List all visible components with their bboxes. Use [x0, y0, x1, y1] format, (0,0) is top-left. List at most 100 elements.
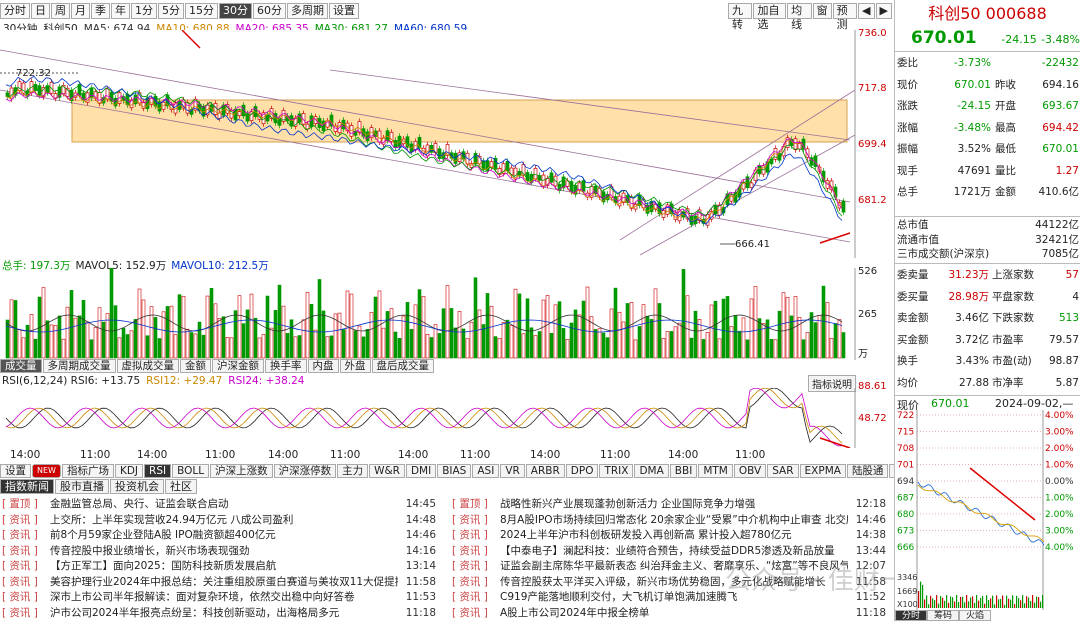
volume-bar — [161, 311, 166, 359]
volume-bar — [277, 284, 282, 359]
indicator-tab[interactable]: RSI — [144, 464, 172, 478]
volume-tab[interactable]: 多周期成交量 — [42, 359, 116, 373]
indicator-tab[interactable]: BOLL — [172, 464, 210, 478]
volume-tab[interactable]: 盘后成交量 — [371, 359, 434, 373]
mini-volume-bar — [972, 596, 974, 608]
rsi-chart[interactable] — [0, 388, 893, 448]
volume-tab[interactable]: 换手率 — [265, 359, 307, 373]
news-item[interactable]: [ 资讯 ] 上交所：上半年实现营收24.94万亿元 八成公司盈利 14:48 — [2, 513, 442, 529]
indicator-tab[interactable]: OBV — [733, 464, 767, 478]
news-tag: [ 资讯 ] — [452, 529, 488, 541]
volume-bar — [505, 319, 510, 359]
news-tab[interactable]: 指数新闻 — [0, 479, 54, 494]
period-tab[interactable]: 多周期 — [287, 3, 328, 19]
volume-tab[interactable]: 内盘 — [307, 359, 339, 373]
mini-tab[interactable]: 分时 — [895, 610, 928, 621]
period-tab[interactable]: 60分 — [253, 3, 286, 19]
news-item[interactable]: [ 资讯 ] A股上市公司2024年中报全榜单 11:18 — [452, 606, 892, 621]
news-item[interactable]: [ 资讯 ] 传音控股获太平洋买入评级，新兴市场优势稳固，多元化战略赋能增长 11:… — [452, 575, 892, 591]
indicator-tab[interactable]: 沪深上涨数 — [210, 464, 273, 478]
news-item[interactable]: [ 资讯 ] C919产能落地顺利交付，大飞机订单饱满加速腾飞 11:52 — [452, 590, 892, 606]
indicator-tab[interactable]: BIAS — [437, 464, 472, 478]
news-item[interactable]: [ 资讯 ] 证监会副主席陈华平最新表态 纠治拜金主义、奢靡享乐、“炫富”等不良风… — [452, 559, 892, 575]
indicator-tab[interactable]: 沪深涨停数 — [273, 464, 337, 478]
news-item[interactable]: [ 资讯 ] 美容护理行业2024年中报总结：关注重组胶原蛋白赛道与美妆双11大促… — [2, 575, 442, 591]
period-tab[interactable]: 年 — [111, 3, 130, 19]
news-item[interactable]: [ 置顶 ] 金融监管总局、央行、证监会联合启动 14:45 — [2, 497, 442, 513]
volume-bar — [417, 289, 422, 359]
toolbar-button[interactable]: 窗 — [812, 3, 832, 19]
news-tag: [ 资讯 ] — [2, 575, 38, 588]
indicator-tab[interactable]: NEW — [32, 464, 61, 478]
period-tab[interactable]: 15分 — [185, 3, 218, 19]
news-tab[interactable]: 社区 — [165, 479, 197, 494]
news-item[interactable]: [ 资讯 ] 沪市公司2024半年报亮点纷呈：科技创新驱动，出海格局多元 11:18 — [2, 606, 442, 621]
period-tab[interactable]: 分时 — [0, 3, 30, 19]
news-item[interactable]: [ 置顶 ] 战略性新兴产业展现蓬勃创新活力 企业国际竞争力增强 12:18 — [452, 497, 892, 513]
volume-bar — [717, 338, 722, 359]
intraday-mini-chart[interactable]: 722 715 708 701 694 687 680 673 666 4.00% 3.00% 2.0… — [895, 410, 1080, 610]
period-tab[interactable]: 日 — [31, 3, 50, 19]
indicator-tab[interactable]: 指标广场 — [61, 464, 114, 478]
news-item[interactable]: [ 资讯 ] 深市上市公司半年报解读：面对复杂环境，依然交出稳中向好答卷 11:53 — [2, 590, 442, 606]
indicator-tab[interactable]: TRIX — [599, 464, 634, 478]
toolbar-button[interactable]: 均线 — [787, 3, 812, 31]
news-time: 13:14 — [405, 560, 436, 572]
scroll-arrow-icon[interactable]: ◀ — [858, 3, 875, 19]
indicator-tab[interactable]: SAR — [767, 464, 799, 478]
news-item[interactable]: [ 资讯 ] 传音控股中报业绩增长，新兴市场表现强劲 14:16 — [2, 544, 442, 560]
period-tab[interactable]: 季 — [91, 3, 110, 19]
indicator-tab[interactable]: DPO — [565, 464, 599, 478]
indicator-tab[interactable]: DMI — [405, 464, 437, 478]
volume-tab[interactable]: 沪深金额 — [212, 359, 264, 373]
volume-bar — [493, 336, 498, 359]
volume-axis-label: 265 — [858, 309, 878, 320]
indicator-tab[interactable]: KDJ — [114, 464, 144, 478]
news-item[interactable]: [ 资讯 ] 【方正军工】面向2025：国防科技新质发展启航 13:14 — [2, 559, 442, 575]
period-tab[interactable]: 月 — [71, 3, 90, 19]
mini-tab[interactable]: 火焰 — [959, 610, 992, 621]
volume-bar — [833, 323, 838, 359]
news-item[interactable]: [ 资讯 ] 【中泰电子】澜起科技：业绩符合预告，持续受益DDR5渗透及新品放量 1… — [452, 544, 892, 560]
indicator-help-button[interactable]: 指标说明 — [808, 375, 856, 392]
period-tab[interactable]: 5分 — [158, 3, 184, 19]
scroll-arrow-icon[interactable]: ▶ — [875, 3, 892, 19]
indicator-tab[interactable]: 主力 — [337, 464, 369, 478]
volume-legend: 总手: 197.3万 MAVOL5: 152.9万 MAVOL10: 212.5万 — [2, 258, 274, 273]
mini-volume-bar — [924, 599, 926, 608]
news-item[interactable]: [ 资讯 ] 2024上半年沪市科创板研发投入再创新高 累计投入超780亿元 14:… — [452, 528, 892, 544]
news-tab[interactable]: 股市直播 — [55, 479, 109, 494]
news-tab[interactable]: 投资机会 — [110, 479, 164, 494]
indicator-tab[interactable]: VR — [500, 464, 525, 478]
volume-tab[interactable]: 金额 — [180, 359, 211, 373]
volume-chart[interactable] — [0, 268, 893, 360]
mini-tab[interactable]: 筹码 — [927, 610, 960, 621]
price-chart[interactable] — [0, 30, 893, 258]
indicator-tab[interactable]: MTM — [698, 464, 733, 478]
indicator-tab[interactable]: ARBR — [525, 464, 565, 478]
period-tab[interactable]: 1分 — [131, 3, 157, 19]
indicator-tab[interactable]: 陆股通 — [846, 464, 889, 478]
mini-volume-bar — [962, 596, 964, 608]
volume-tab[interactable]: 成交量 — [0, 359, 42, 373]
indicator-tab[interactable]: DMA — [634, 464, 669, 478]
indicator-tab[interactable]: EXPMA — [799, 464, 846, 478]
indicator-tab[interactable]: BBI — [669, 464, 698, 478]
indicator-tab[interactable]: 设置 — [0, 464, 31, 478]
volume-bar — [633, 339, 638, 359]
volume-bar — [301, 319, 306, 359]
indicator-tab[interactable]: ASI — [472, 464, 500, 478]
candle — [429, 145, 434, 153]
news-item[interactable]: [ 资讯 ] 前8个月59家企业登陆A股 IPO融资额超400亿元 14:46 — [2, 528, 442, 544]
toolbar-button[interactable]: 预测 — [832, 3, 858, 31]
toolbar-button[interactable]: 九转 — [728, 3, 753, 31]
period-tab[interactable]: 周 — [51, 3, 70, 19]
indicator-tab[interactable]: W&R — [369, 464, 405, 478]
volume-bar — [221, 316, 226, 359]
volume-tab[interactable]: 外盘 — [339, 359, 371, 373]
volume-tab[interactable]: 虚拟成交量 — [116, 359, 179, 373]
period-tab[interactable]: 设置 — [329, 3, 359, 19]
toolbar-button[interactable]: 加自选 — [753, 3, 787, 31]
news-item[interactable]: [ 资讯 ] 8月A股IPO市场持续回归常态化 20余家企业“受累”中介机构中止审… — [452, 513, 892, 529]
period-tab[interactable]: 30分 — [219, 3, 252, 19]
